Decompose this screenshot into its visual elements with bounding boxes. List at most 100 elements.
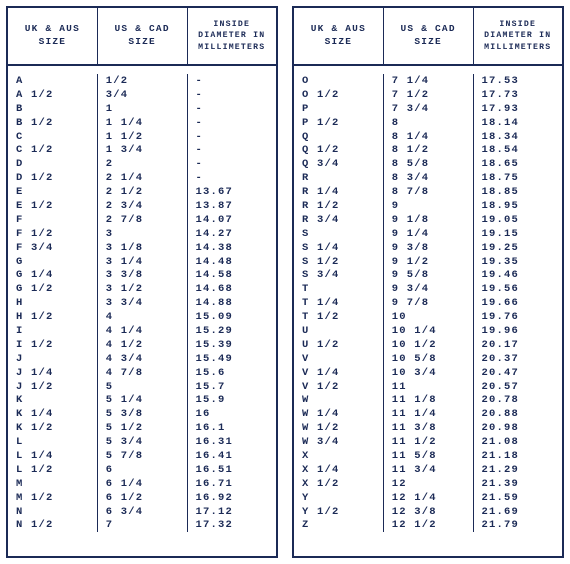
cell-us-cad: 11 1/8 — [384, 393, 474, 407]
cell-uk-aus: F — [8, 213, 98, 227]
cell-diameter: 18.65 — [474, 157, 562, 171]
cell-uk-aus: M 1/2 — [8, 491, 98, 505]
table-row: S 1/29 1/219.35 — [294, 255, 562, 269]
cell-us-cad: 12 — [384, 477, 474, 491]
table-row: W 3/411 1/221.08 — [294, 435, 562, 449]
cell-uk-aus: L 1/4 — [8, 449, 98, 463]
cell-diameter: 16.92 — [188, 491, 276, 505]
cell-us-cad: 1/2 — [98, 74, 188, 88]
table-row: R 3/49 1/819.05 — [294, 213, 562, 227]
cell-us-cad: 10 1/4 — [384, 324, 474, 338]
cell-us-cad: 11 — [384, 380, 474, 394]
cell-us-cad: 11 3/8 — [384, 421, 474, 435]
table-row: J 1/2515.7 — [8, 380, 276, 394]
cell-us-cad: 6 3/4 — [98, 505, 188, 519]
table-row: W11 1/820.78 — [294, 393, 562, 407]
cell-diameter: 17.93 — [474, 102, 562, 116]
cell-us-cad: 12 3/8 — [384, 505, 474, 519]
cell-us-cad: 5 3/8 — [98, 407, 188, 421]
table-row: F 1/2314.27 — [8, 227, 276, 241]
cell-us-cad: 5 1/4 — [98, 393, 188, 407]
cell-diameter: 17.53 — [474, 74, 562, 88]
cell-us-cad: 1 3/4 — [98, 143, 188, 157]
table-row: C1 1/2- — [8, 130, 276, 144]
cell-diameter: 14.07 — [188, 213, 276, 227]
cell-diameter: - — [188, 171, 276, 185]
table-row: O 1/27 1/217.73 — [294, 88, 562, 102]
table-row: L5 3/416.31 — [8, 435, 276, 449]
cell-uk-aus: S 1/2 — [294, 255, 384, 269]
column-header-uk-aus: UK & AUS SIZE — [294, 8, 384, 64]
cell-uk-aus: J — [8, 352, 98, 366]
cell-diameter: 21.39 — [474, 477, 562, 491]
cell-uk-aus: J 1/2 — [8, 380, 98, 394]
cell-diameter: 16.31 — [188, 435, 276, 449]
cell-diameter: 19.05 — [474, 213, 562, 227]
cell-diameter: 16.71 — [188, 477, 276, 491]
cell-us-cad: 3/4 — [98, 88, 188, 102]
table-row: V 1/21120.57 — [294, 380, 562, 394]
cell-uk-aus: V — [294, 352, 384, 366]
cell-diameter: 18.75 — [474, 171, 562, 185]
cell-us-cad: 1 1/2 — [98, 130, 188, 144]
cell-uk-aus: G 1/2 — [8, 282, 98, 296]
table-row: D2- — [8, 157, 276, 171]
cell-uk-aus: X 1/2 — [294, 477, 384, 491]
cell-uk-aus: R 1/2 — [294, 199, 384, 213]
cell-uk-aus: U 1/2 — [294, 338, 384, 352]
table-row: P7 3/417.93 — [294, 102, 562, 116]
cell-diameter: 18.34 — [474, 130, 562, 144]
table-row: M 1/26 1/216.92 — [8, 491, 276, 505]
cell-diameter: 18.14 — [474, 116, 562, 130]
cell-diameter: 20.37 — [474, 352, 562, 366]
table-row: F2 7/814.07 — [8, 213, 276, 227]
cell-uk-aus: D 1/2 — [8, 171, 98, 185]
cell-diameter: 20.88 — [474, 407, 562, 421]
cell-diameter: 21.59 — [474, 491, 562, 505]
cell-uk-aus: W 1/2 — [294, 421, 384, 435]
cell-uk-aus: K 1/2 — [8, 421, 98, 435]
cell-diameter: 14.88 — [188, 296, 276, 310]
table-row: U10 1/419.96 — [294, 324, 562, 338]
table-row: W 1/211 3/820.98 — [294, 421, 562, 435]
table-row: D 1/22 1/4- — [8, 171, 276, 185]
table-row: T9 3/419.56 — [294, 282, 562, 296]
size-chart-right: UK & AUS SIZE US & CAD SIZE INSIDE DIAME… — [292, 6, 564, 558]
cell-uk-aus: K — [8, 393, 98, 407]
cell-uk-aus: E — [8, 185, 98, 199]
cell-us-cad: 5 7/8 — [98, 449, 188, 463]
column-header-us-cad: US & CAD SIZE — [98, 8, 188, 64]
table-row: H3 3/414.88 — [8, 296, 276, 310]
table-row: B 1/21 1/4- — [8, 116, 276, 130]
cell-diameter: 14.58 — [188, 268, 276, 282]
table-row: E2 1/213.67 — [8, 185, 276, 199]
size-chart-left: UK & AUS SIZE US & CAD SIZE INSIDE DIAME… — [6, 6, 278, 558]
cell-uk-aus: S — [294, 227, 384, 241]
table-row: O7 1/417.53 — [294, 74, 562, 88]
cell-us-cad: 9 3/8 — [384, 241, 474, 255]
cell-us-cad: 9 1/2 — [384, 255, 474, 269]
cell-diameter: - — [188, 102, 276, 116]
cell-uk-aus: A 1/2 — [8, 88, 98, 102]
table-row: G 1/23 1/214.68 — [8, 282, 276, 296]
table-row: Q8 1/418.34 — [294, 130, 562, 144]
cell-diameter: - — [188, 130, 276, 144]
cell-diameter: 19.35 — [474, 255, 562, 269]
cell-us-cad: 10 3/4 — [384, 366, 474, 380]
table-row: S 1/49 3/819.25 — [294, 241, 562, 255]
cell-diameter: 19.66 — [474, 296, 562, 310]
column-header-us-cad: US & CAD SIZE — [384, 8, 474, 64]
cell-uk-aus: R — [294, 171, 384, 185]
cell-diameter: 15.49 — [188, 352, 276, 366]
table-row: R 1/2918.95 — [294, 199, 562, 213]
cell-diameter: 19.25 — [474, 241, 562, 255]
size-chart-header: UK & AUS SIZE US & CAD SIZE INSIDE DIAME… — [8, 8, 276, 66]
table-row: G3 1/414.48 — [8, 255, 276, 269]
cell-diameter: 20.98 — [474, 421, 562, 435]
cell-us-cad: 8 1/2 — [384, 143, 474, 157]
cell-uk-aus: J 1/4 — [8, 366, 98, 380]
table-row: V10 5/820.37 — [294, 352, 562, 366]
table-row: Q 1/28 1/218.54 — [294, 143, 562, 157]
cell-us-cad: 8 5/8 — [384, 157, 474, 171]
table-row: K 1/25 1/216.1 — [8, 421, 276, 435]
